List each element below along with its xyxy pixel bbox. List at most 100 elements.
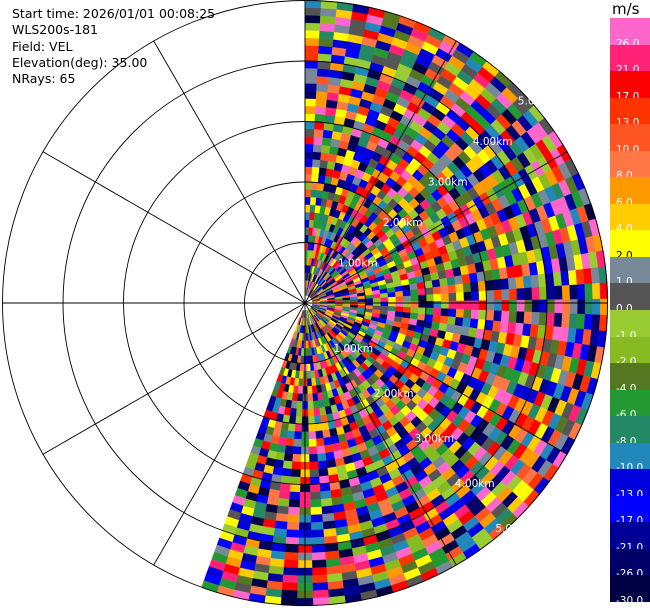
velocity-gate: [281, 589, 298, 599]
colorbar-bin: [610, 416, 650, 444]
velocity-gate: [409, 283, 418, 291]
velocity-gate: [276, 444, 286, 454]
velocity-gate: [288, 499, 300, 508]
velocity-gate: [486, 300, 495, 311]
velocity-gate: [310, 499, 322, 508]
colorbar-bin: [610, 177, 650, 205]
velocity-gate: [318, 167, 328, 177]
velocity-gate: [297, 385, 303, 395]
velocity-gate: [507, 277, 517, 290]
velocity-gate: [311, 567, 328, 576]
velocity-gate: [432, 314, 441, 324]
velocity-gate: [470, 309, 480, 320]
info-panel: Start time: 2026/01/01 00:08:25 WLS200s-…: [12, 6, 215, 87]
velocity-gate: [295, 416, 303, 425]
velocity-gate: [471, 291, 480, 301]
velocity-gate: [319, 482, 331, 492]
range-ring-label: 5.00km: [518, 96, 558, 108]
velocity-gate: [304, 113, 316, 122]
velocity-gate: [524, 287, 533, 301]
velocity-gate: [448, 292, 457, 302]
velocity-gate: [313, 407, 321, 417]
velocity-gate: [501, 300, 510, 312]
velocity-gate: [304, 128, 315, 137]
velocity-gate: [311, 552, 326, 561]
colorbar-bin: [610, 575, 650, 603]
velocity-gate: [350, 299, 359, 303]
velocity-gate: [314, 422, 323, 432]
velocity-gate: [324, 444, 334, 454]
field-text: Field: VEL: [12, 38, 73, 54]
velocity-gate: [463, 291, 472, 302]
velocity-gate: [425, 301, 434, 309]
elevation-text: Elevation(deg): 35.00: [12, 54, 148, 70]
velocity-gate: [516, 299, 525, 313]
velocity-gate: [320, 498, 333, 508]
colorbar-tick-label: -30.0: [616, 595, 644, 607]
velocity-gate: [546, 286, 556, 300]
velocity-gate: [380, 292, 389, 299]
velocity-gate: [316, 75, 330, 85]
velocity-gate: [321, 513, 335, 523]
velocity-gate: [388, 301, 397, 307]
velocity-gate: [554, 299, 563, 314]
velocity-gate: [308, 438, 317, 448]
velocity-gate: [295, 408, 303, 417]
velocity-gate: [357, 298, 366, 303]
velocity-gate: [296, 400, 303, 410]
colorbar-bin: [610, 495, 650, 523]
velocity-gate: [417, 288, 427, 296]
velocity-field: [201, 0, 609, 607]
velocity-gate: [403, 301, 412, 308]
velocity-gate: [456, 292, 465, 302]
velocity-gate: [462, 317, 472, 328]
velocity-gate: [276, 505, 289, 515]
velocity-gate: [307, 400, 314, 410]
velocity-gate: [441, 300, 450, 309]
velocity-gate: [312, 574, 328, 584]
velocity-gate: [425, 294, 434, 302]
colorbar-bin: [610, 230, 650, 258]
velocity-gate: [456, 300, 465, 310]
colorbar-bin: [610, 310, 650, 338]
range-ring-labels: 1.00km 1.00km 2.00km 2.00km 3.00km 3.00km 4.00…: [333, 96, 557, 535]
velocity-gate: [304, 143, 314, 152]
velocity-gate: [584, 298, 593, 315]
velocity-gate: [321, 144, 331, 154]
velocity-gate: [286, 430, 295, 440]
velocity-gate: [323, 528, 337, 538]
velocity-gate: [312, 159, 321, 168]
velocity-gate: [478, 290, 487, 301]
velocity-gate: [508, 288, 518, 301]
velocity-gate: [553, 312, 563, 328]
velocity-gate: [561, 285, 571, 300]
colorbar-bin: [610, 548, 650, 576]
velocity-gate: [592, 283, 601, 300]
velocity-gate: [304, 234, 309, 243]
colorbar-bin: [610, 442, 650, 470]
velocity-gate: [342, 299, 351, 303]
velocity-gate: [516, 288, 525, 301]
velocity-gate: [380, 297, 389, 303]
velocity-gate: [292, 446, 302, 455]
velocity-gate: [304, 151, 314, 160]
velocity-gate: [306, 355, 311, 364]
velocity-gate: [410, 301, 419, 308]
colorbar-bin: [610, 363, 650, 391]
nrays-text: NRays: 65: [12, 71, 76, 87]
velocity-gate: [317, 68, 331, 78]
colorbar-bin: [610, 336, 650, 364]
velocity-gate: [324, 114, 336, 124]
velocity-gate: [448, 308, 457, 318]
velocity-gate: [492, 279, 502, 291]
colorbar-bin: [610, 283, 650, 311]
velocity-gate: [310, 506, 323, 516]
velocity-gate: [285, 529, 300, 538]
velocity-gate: [320, 152, 330, 162]
velocity-gate: [516, 311, 525, 324]
velocity-gate: [317, 460, 328, 470]
velocity-gate: [433, 301, 442, 309]
velocity-gate: [293, 438, 302, 448]
velocity-gate: [335, 300, 344, 303]
velocity-gate: [531, 287, 540, 301]
